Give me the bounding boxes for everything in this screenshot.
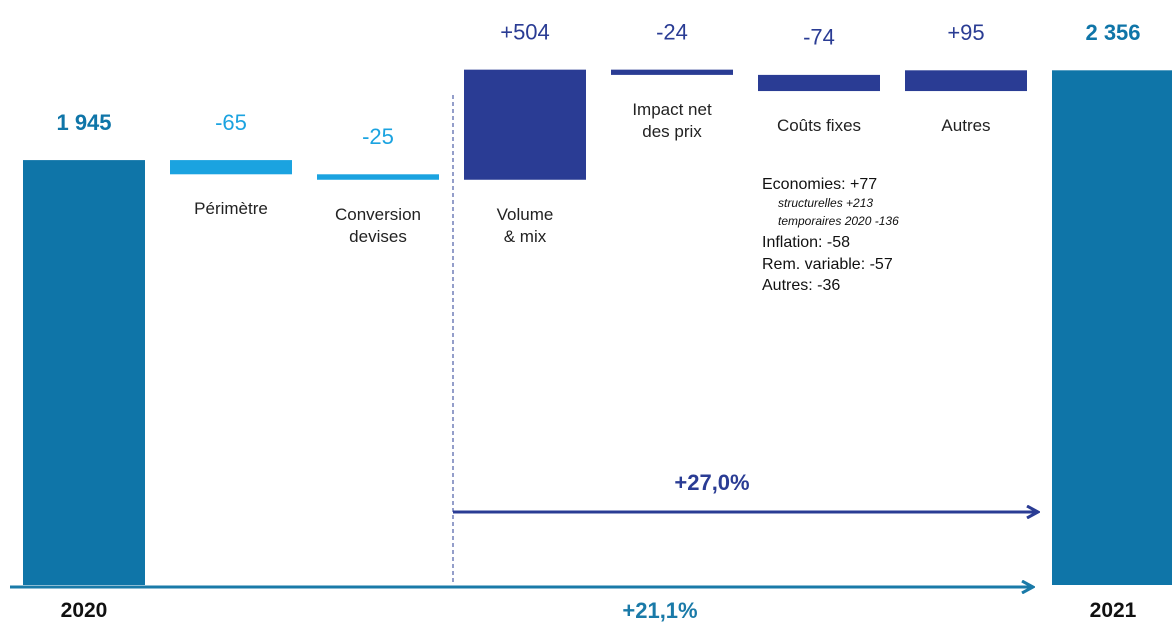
category-label: 2020 — [60, 599, 108, 622]
category-label: Volume & mix — [496, 204, 554, 246]
bar — [317, 174, 439, 180]
bar — [23, 160, 145, 586]
value-label: +504 — [500, 19, 550, 44]
value-label: -24 — [656, 19, 688, 44]
note: Autres: -36 — [762, 277, 840, 294]
value-label: -74 — [803, 25, 835, 50]
note: Rem. variable: -57 — [762, 256, 893, 273]
bar — [1052, 70, 1172, 585]
bar — [170, 160, 292, 175]
value-label: 1 945 — [56, 110, 111, 135]
note: structurelles +213 — [778, 196, 873, 210]
value-label: +95 — [947, 20, 984, 45]
category-label: 2021 — [1089, 599, 1137, 622]
bar — [758, 74, 880, 92]
bar — [905, 70, 1027, 92]
growth-label: +27,0% — [674, 470, 749, 495]
category-label: Impact net des prix — [632, 99, 712, 141]
note: Inflation: -58 — [762, 234, 850, 251]
value-label: -65 — [215, 110, 247, 135]
bar — [464, 69, 586, 180]
bar — [611, 69, 733, 75]
note: Economies: +77 — [762, 176, 877, 193]
category-label: Conversion devises — [335, 204, 421, 246]
category-label: Autres — [941, 116, 991, 136]
category-label: Coûts fixes — [776, 116, 862, 136]
value-label: 2 356 — [1085, 20, 1140, 45]
value-label: -25 — [362, 124, 394, 149]
growth-label: +21,1% — [622, 598, 697, 623]
category-label: Périmètre — [194, 199, 268, 219]
note: temporaires 2020 -136 — [778, 214, 899, 228]
